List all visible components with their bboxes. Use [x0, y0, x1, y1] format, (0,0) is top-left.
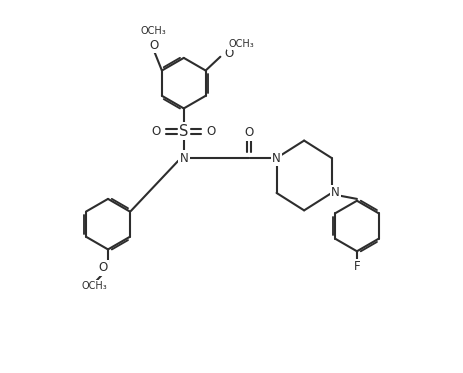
Text: OCH₃: OCH₃ — [140, 26, 166, 35]
Text: O: O — [99, 261, 108, 274]
Text: OCH₃: OCH₃ — [81, 281, 107, 291]
Text: O: O — [244, 126, 253, 139]
Text: N: N — [330, 186, 339, 200]
Text: O: O — [149, 39, 158, 52]
Text: S: S — [179, 124, 188, 139]
Text: OCH₃: OCH₃ — [228, 39, 254, 49]
Text: F: F — [353, 260, 359, 273]
Text: O: O — [224, 47, 233, 60]
Text: N: N — [179, 151, 188, 164]
Text: N: N — [272, 151, 280, 164]
Text: O: O — [151, 125, 161, 138]
Text: O: O — [206, 125, 215, 138]
